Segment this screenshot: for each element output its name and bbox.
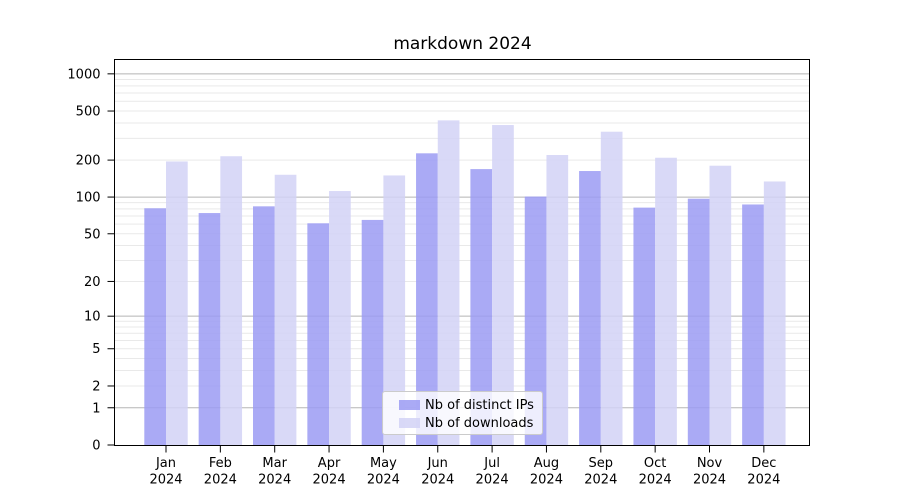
bar-may-distinct-ips [361, 219, 384, 445]
x-tick-label-month: Jul [483, 456, 500, 471]
x-tick-label-month: Jan [155, 456, 176, 471]
x-tick-label-month: Sep [589, 456, 614, 471]
bar-mar-downloads [274, 174, 297, 446]
chart-title: markdown 2024 [393, 34, 532, 54]
y-tick-label: 10 [84, 310, 101, 325]
y-tick-label: 50 [84, 227, 101, 242]
x-tick-label-month: May [370, 456, 397, 471]
x-tick-label-year: 2024 [313, 473, 346, 488]
x-tick-label-month: Oct [644, 456, 666, 471]
y-tick-label: 200 [76, 154, 101, 169]
x-tick-label-month: Nov [697, 456, 723, 471]
x-tick-label-year: 2024 [258, 473, 291, 488]
y-tick-label: 100 [76, 191, 101, 206]
x-tick-label-month: Aug [534, 456, 559, 471]
x-tick-label-year: 2024 [204, 473, 237, 488]
y-tick-label: 0 [92, 439, 100, 454]
bar-mar-distinct-ips [253, 206, 275, 445]
x-tick-label-month: Jun [427, 456, 448, 471]
y-tick-label: 1 [92, 401, 100, 416]
legend: Nb of distinct IPs Nb of downloads [382, 391, 543, 435]
bar-jul-distinct-ips [470, 169, 493, 445]
x-tick-label-year: 2024 [747, 473, 780, 488]
x-tick-label-year: 2024 [149, 473, 182, 488]
bar-jan-downloads [166, 161, 188, 445]
bar-apr-distinct-ips [307, 223, 330, 445]
y-tick-label: 20 [84, 275, 101, 290]
legend-label-distinct-ips: Nb of distinct IPs [425, 397, 534, 413]
bar-aug-distinct-ips [524, 196, 547, 445]
x-tick-label-year: 2024 [421, 473, 454, 488]
x-tick-label-year: 2024 [476, 473, 509, 488]
bar-apr-downloads [329, 191, 351, 445]
bar-feb-downloads [220, 156, 243, 445]
x-tick-label-year: 2024 [584, 473, 617, 488]
bar-jun-downloads [437, 120, 460, 445]
y-tick-label: 5 [92, 342, 100, 357]
bar-nov-downloads [709, 165, 732, 445]
x-tick-label-month: Apr [318, 456, 341, 471]
bar-may-downloads [383, 175, 406, 445]
x-tick-label-month: Dec [751, 456, 776, 471]
y-tick-label: 2 [92, 379, 100, 394]
bar-nov-distinct-ips [687, 198, 710, 445]
x-tick-label-month: Feb [209, 456, 232, 471]
legend-swatch-downloads [399, 417, 420, 429]
bar-oct-distinct-ips [633, 207, 656, 445]
legend-swatch-distinct-ips [399, 399, 420, 411]
legend-entry-distinct-ips: Nb of distinct IPs [399, 396, 536, 414]
bar-dec-distinct-ips [742, 204, 764, 445]
legend-entry-downloads: Nb of downloads [399, 414, 536, 432]
legend-label-downloads: Nb of downloads [425, 415, 534, 431]
x-tick-label-year: 2024 [693, 473, 726, 488]
bar-sep-distinct-ips [579, 171, 601, 446]
bar-dec-downloads [763, 181, 786, 445]
x-tick-label-month: Mar [262, 456, 287, 471]
bar-jan-distinct-ips [144, 208, 166, 445]
y-tick-label: 500 [76, 105, 101, 120]
plot-frame [114, 59, 810, 446]
bar-oct-downloads [655, 157, 677, 446]
bar-jun-distinct-ips [416, 153, 438, 445]
x-tick-label-year: 2024 [530, 473, 563, 488]
bar-sep-downloads [600, 131, 623, 445]
x-tick-label-year: 2024 [367, 473, 400, 488]
bar-feb-distinct-ips [198, 213, 221, 445]
x-tick-label-year: 2024 [639, 473, 672, 488]
y-tick-label: 1000 [67, 67, 100, 82]
bar-aug-downloads [546, 154, 569, 446]
bar-jul-downloads [492, 125, 514, 445]
